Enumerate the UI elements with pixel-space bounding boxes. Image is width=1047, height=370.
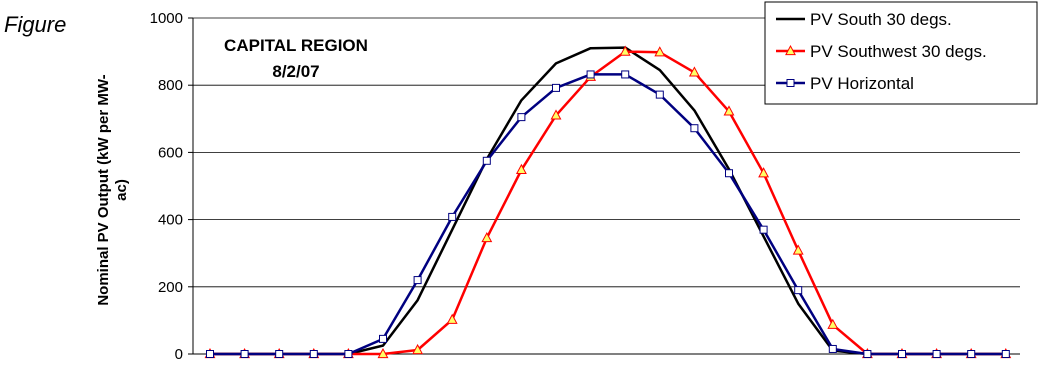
legend-box	[764, 1, 1038, 105]
legend-swatch-marker	[786, 79, 795, 87]
chart-annotation-region: CAPITAL REGION	[224, 36, 368, 55]
data-point	[552, 83, 560, 92]
y-tick-labels: 0 200 400 600 800 1000	[150, 10, 183, 363]
data-point	[275, 350, 284, 358]
data-point	[688, 66, 700, 77]
data-point	[759, 225, 768, 234]
data-point	[586, 70, 595, 79]
y-tick-label: 0	[175, 346, 183, 363]
data-point	[379, 334, 387, 343]
data-point	[206, 350, 214, 358]
data-point	[794, 286, 803, 295]
data-point	[309, 350, 318, 358]
data-point	[344, 350, 353, 358]
data-point	[413, 276, 422, 285]
data-point	[240, 350, 249, 358]
data-point	[515, 163, 527, 174]
series-line	[210, 73, 1006, 356]
legend-label: PV Southwest 30 degs.	[810, 42, 987, 61]
data-point	[448, 212, 457, 221]
data-point	[619, 45, 631, 56]
figure-label: Figure	[4, 12, 67, 37]
y-tick-label: 800	[158, 77, 183, 94]
data-point	[377, 347, 389, 359]
data-point	[863, 350, 872, 358]
data-point	[412, 343, 424, 355]
data-point	[827, 318, 839, 329]
data-point	[482, 156, 491, 165]
series-3	[206, 70, 1010, 358]
y-tick-label: 200	[158, 279, 183, 296]
data-point	[621, 70, 630, 79]
data-point	[655, 90, 664, 99]
data-point	[550, 109, 562, 120]
y-tick-label: 400	[158, 212, 183, 229]
data-point	[723, 105, 735, 116]
legend: PV South 30 degs. PV Southwest 30 degs. PV…	[764, 1, 1038, 105]
data-point	[654, 46, 666, 57]
data-point	[690, 124, 699, 133]
data-point	[446, 313, 458, 324]
data-point	[898, 350, 906, 358]
legend-label: PV Horizontal	[810, 74, 914, 93]
legend-swatch-marker	[785, 44, 796, 56]
data-point	[932, 350, 941, 358]
data-point	[725, 169, 733, 178]
data-point	[1001, 350, 1010, 358]
y-tick-label: 1000	[150, 10, 183, 27]
legend-label: PV South 30 degs.	[810, 10, 952, 29]
y-axis-label-line2: ac)	[113, 179, 130, 201]
data-point	[758, 167, 770, 178]
data-point	[517, 113, 526, 122]
y-axis-label-line1: Nominal PV Output (kW per MW-	[95, 74, 112, 305]
data-point	[967, 350, 976, 358]
series-group	[204, 45, 1012, 359]
data-point	[828, 344, 837, 353]
y-tick-label: 600	[158, 144, 183, 161]
chart-annotation-date: 8/2/07	[272, 62, 319, 81]
data-point	[481, 232, 493, 243]
data-point	[792, 244, 804, 255]
gridlines	[193, 17, 1020, 288]
